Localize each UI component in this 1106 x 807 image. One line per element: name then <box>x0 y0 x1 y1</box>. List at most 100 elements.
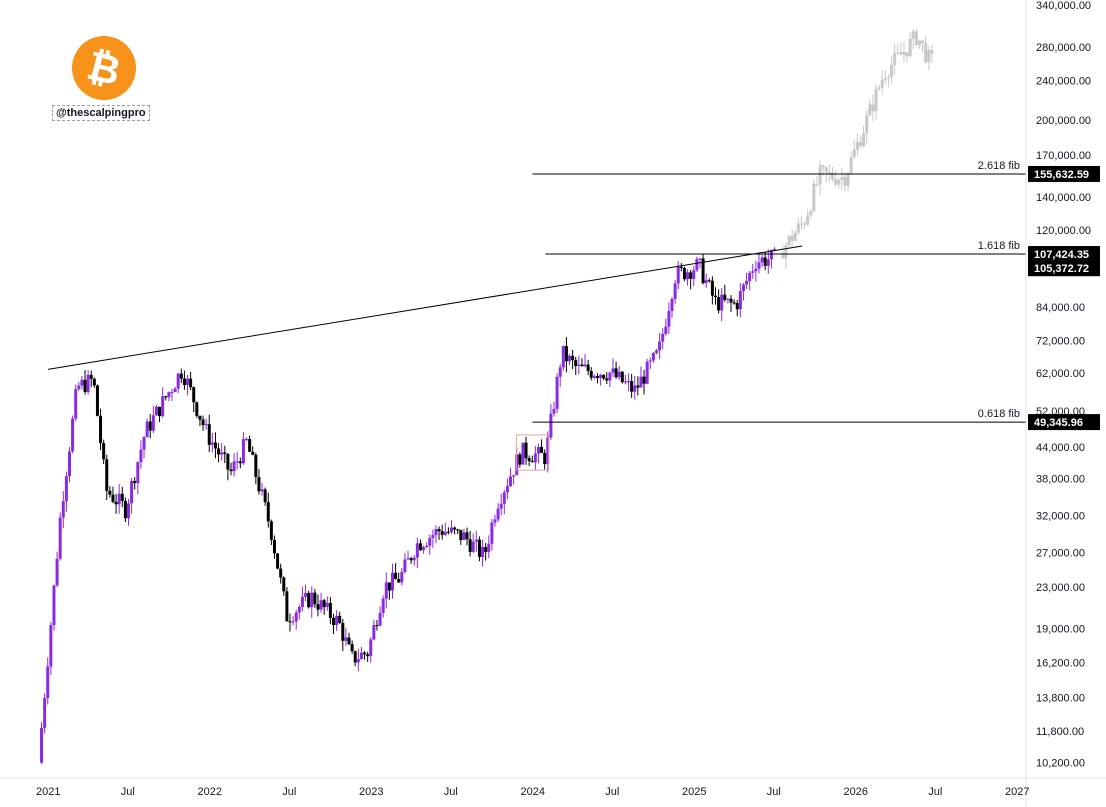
candle-body <box>571 355 575 361</box>
candle-body <box>921 40 925 44</box>
candle-body <box>378 612 382 626</box>
candle-body <box>710 280 714 296</box>
candle-body <box>440 531 444 535</box>
candle-body <box>896 52 900 54</box>
candle-body <box>148 421 152 431</box>
candle-body <box>130 480 134 504</box>
candle-body <box>766 259 770 266</box>
candle-body <box>815 183 819 185</box>
candle-body <box>549 413 553 438</box>
candle-body <box>418 543 422 551</box>
candle-body <box>316 604 320 610</box>
candle-body <box>589 371 593 378</box>
candle-body <box>502 492 506 504</box>
candle-body <box>145 421 149 438</box>
candle-body <box>487 543 491 552</box>
candle-body <box>409 558 413 561</box>
candle-body <box>561 345 565 368</box>
candle-body <box>238 461 242 464</box>
candle-body <box>114 501 118 505</box>
candle-body <box>911 31 915 39</box>
price-tick-label: 27,000.00 <box>1036 547 1085 559</box>
time-tick-label: Jul <box>121 786 135 798</box>
candle-body <box>235 461 239 463</box>
price-badge <box>1028 165 1100 182</box>
candle-body <box>818 165 822 185</box>
price-badge-text: 49,345.96 <box>1034 417 1083 429</box>
candle-body <box>790 235 794 241</box>
candle-body <box>695 259 699 271</box>
candle-body <box>617 371 621 378</box>
candle-body <box>328 602 332 618</box>
candle-body <box>735 303 739 310</box>
candle-body <box>627 381 631 383</box>
candle-body <box>781 252 785 259</box>
candle-body <box>654 350 658 354</box>
candle-body <box>263 489 267 503</box>
candle-body <box>799 223 803 225</box>
candle-body <box>359 652 363 660</box>
candle-body <box>886 77 890 79</box>
candle-body <box>676 266 680 284</box>
candle-body <box>602 374 606 379</box>
price-tick-label: 140,000.00 <box>1036 192 1091 204</box>
candle-body <box>139 449 143 463</box>
candle-body <box>61 501 65 518</box>
candle-body <box>620 371 624 383</box>
candle-body <box>425 545 429 548</box>
candle-body <box>701 258 705 284</box>
candle-body <box>636 385 640 388</box>
candle-body <box>313 592 317 605</box>
candle-body <box>164 396 168 398</box>
candle-body <box>406 558 410 560</box>
candle-body <box>245 439 249 441</box>
candle-body <box>763 257 767 266</box>
candle-body <box>927 50 931 63</box>
candle-body <box>428 537 432 546</box>
candle-body <box>375 625 379 627</box>
candle-body <box>614 368 618 378</box>
candle-body <box>908 38 912 57</box>
candle-body <box>605 378 609 381</box>
candle-body <box>592 376 596 378</box>
candle-body <box>434 529 438 536</box>
candle-body <box>64 476 68 502</box>
candle-body <box>102 443 106 460</box>
candle-body <box>347 637 351 645</box>
candle-body <box>437 529 441 532</box>
candle-body <box>707 280 711 282</box>
candle-body <box>204 424 208 426</box>
candle-body <box>658 341 662 351</box>
candle-body <box>123 500 127 519</box>
candle-body <box>858 142 862 147</box>
candle-body <box>344 637 348 641</box>
fib-label: 1.618 fib <box>978 240 1020 252</box>
candle-body <box>543 452 547 465</box>
bitcoin-logo: ₿ <box>72 36 136 100</box>
candle-body <box>167 392 171 398</box>
candle-body <box>213 442 217 449</box>
candle-body <box>524 442 528 459</box>
candle-body <box>92 378 96 386</box>
candle-body <box>179 373 183 379</box>
candle-body <box>530 461 534 463</box>
candle-body <box>905 52 909 57</box>
candle-body <box>229 469 233 472</box>
candle-body <box>648 360 652 362</box>
candle-body <box>127 503 131 519</box>
candle-body <box>381 598 385 613</box>
candle-body <box>111 494 115 502</box>
price-tick-label: 10,200.00 <box>1036 758 1085 770</box>
candle-body <box>670 298 674 312</box>
candle-body <box>809 211 813 216</box>
candle-body <box>846 173 850 186</box>
candle-body <box>356 659 360 663</box>
candle-body <box>512 475 516 477</box>
candle-body <box>784 245 788 259</box>
candle-body <box>456 529 460 531</box>
candle-body <box>422 547 426 551</box>
time-tick-label: 2027 <box>1005 786 1029 798</box>
candle-body <box>40 727 44 763</box>
candle-body <box>266 502 270 522</box>
